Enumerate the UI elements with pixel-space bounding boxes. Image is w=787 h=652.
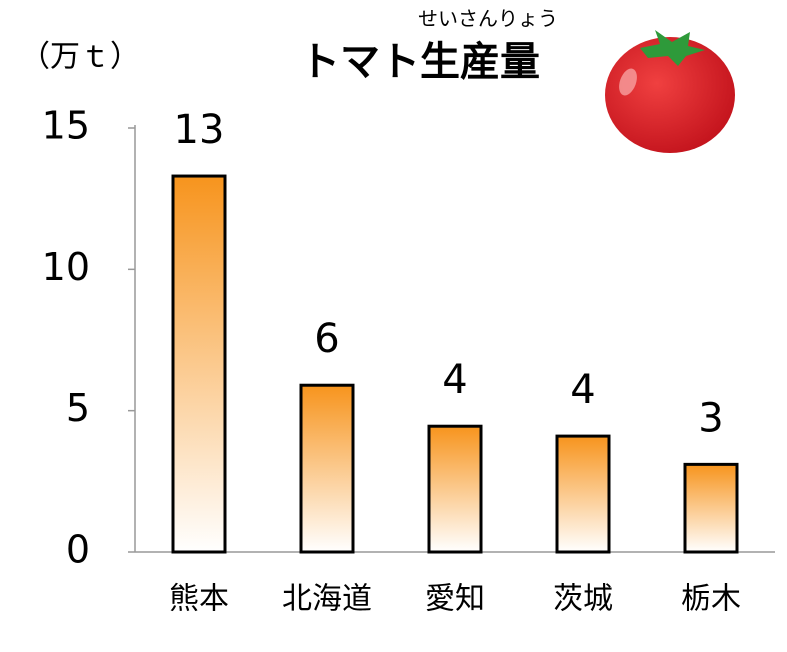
value-label: 4 bbox=[442, 357, 467, 403]
chart-title: トマト生産量 bbox=[300, 39, 540, 85]
value-label: 4 bbox=[570, 367, 595, 413]
y-tick-label: 15 bbox=[42, 104, 90, 148]
bar bbox=[555, 434, 611, 554]
value-label: 13 bbox=[174, 107, 225, 153]
y-tick-label: 0 bbox=[66, 528, 90, 572]
value-label: 3 bbox=[698, 395, 723, 441]
x-tick-label: 栃木 bbox=[681, 582, 741, 617]
x-tick-label: 熊本 bbox=[169, 582, 229, 617]
bar bbox=[299, 383, 355, 554]
tomato-icon bbox=[605, 30, 735, 153]
y-tick-label: 5 bbox=[66, 386, 90, 430]
bar bbox=[683, 462, 739, 554]
y-axis-label: （万ｔ） bbox=[20, 40, 140, 75]
value-label: 6 bbox=[314, 316, 339, 362]
bar bbox=[427, 424, 483, 554]
title-ruby: せいさんりょう bbox=[418, 7, 558, 31]
bar bbox=[171, 174, 227, 554]
x-tick-label: 愛知 bbox=[425, 582, 485, 617]
x-tick-label: 北海道 bbox=[282, 582, 372, 617]
x-tick-label: 茨城 bbox=[553, 582, 613, 617]
y-tick-label: 10 bbox=[42, 245, 90, 289]
